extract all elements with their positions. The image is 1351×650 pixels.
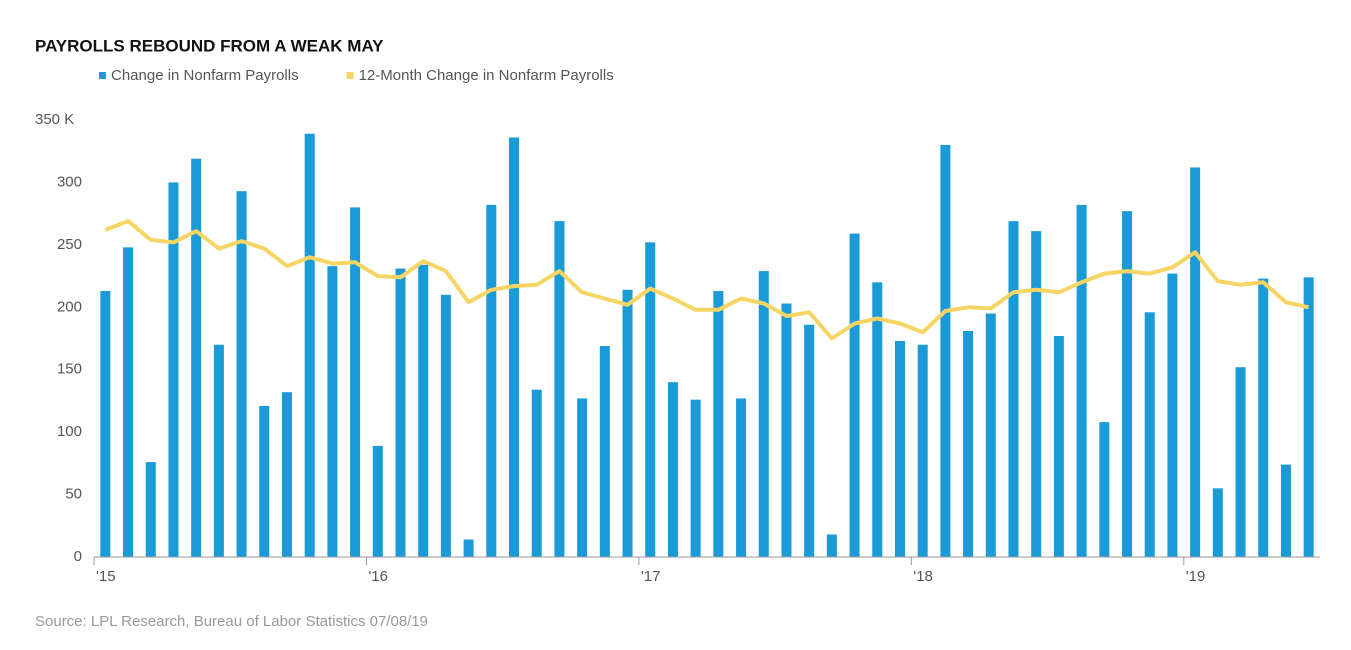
bar [1122, 211, 1133, 557]
bar [1303, 277, 1314, 557]
bar [554, 221, 565, 558]
bar [1235, 367, 1246, 557]
bar [894, 340, 905, 557]
bar [395, 268, 406, 557]
bar [327, 266, 338, 557]
bar [667, 382, 678, 557]
bar [100, 291, 111, 557]
bar [304, 133, 315, 557]
x-tick-label: '17 [641, 568, 661, 585]
bar [963, 331, 974, 557]
bar [372, 445, 383, 557]
bar [1144, 312, 1155, 557]
bar [849, 233, 860, 557]
bar [599, 345, 610, 557]
y-tick-label: 100 [57, 423, 82, 440]
bar [577, 398, 588, 557]
bar [486, 204, 497, 557]
bar [350, 207, 361, 557]
bar [1076, 204, 1087, 557]
bar [123, 247, 134, 557]
bar [1008, 221, 1019, 558]
bar [1053, 336, 1064, 557]
chart-title: PAYROLLS REBOUND FROM A WEAK MAY [35, 36, 384, 55]
bar [645, 242, 656, 558]
bar [1167, 273, 1178, 557]
bar [531, 389, 542, 557]
line [104, 219, 1310, 341]
bar [917, 344, 928, 557]
bar [758, 271, 769, 557]
bar [1258, 278, 1269, 557]
y-tick-label: 50 [65, 486, 82, 503]
bar [985, 313, 996, 557]
bar [622, 289, 633, 557]
bar [418, 264, 429, 557]
y-tick-label: 0 [74, 548, 82, 565]
x-tick-label: '15 [96, 568, 116, 585]
bar [781, 303, 792, 557]
bar [713, 291, 724, 557]
x-tick-label: '19 [1186, 568, 1206, 585]
x-tick-label: '18 [913, 568, 933, 585]
bar [281, 392, 292, 557]
bar [213, 344, 224, 557]
bar [1099, 422, 1110, 557]
legend-swatch [346, 72, 354, 79]
bar [236, 191, 247, 557]
bar [940, 144, 951, 557]
source-note: Source: LPL Research, Bureau of Labor St… [35, 613, 428, 630]
legend-swatch [99, 72, 106, 79]
bar [259, 405, 270, 557]
bar [509, 137, 520, 558]
bar [1031, 231, 1042, 557]
bar [804, 324, 815, 557]
bar [191, 158, 202, 557]
bar [690, 399, 701, 557]
legend-label: Change in Nonfarm Payrolls [111, 67, 299, 84]
x-tick-label: '16 [368, 568, 388, 585]
y-tick-label: 150 [57, 361, 82, 378]
y-tick-label: 250 [57, 236, 82, 253]
bar [145, 462, 156, 557]
bar [826, 534, 837, 557]
y-tick-label: 200 [57, 298, 82, 315]
y-tick-label: 300 [57, 173, 82, 190]
bar [1212, 488, 1223, 557]
y-tick-label: 350 K [35, 111, 74, 128]
bar [872, 282, 883, 557]
bar [440, 294, 451, 557]
bar [1280, 464, 1291, 557]
bar [736, 398, 747, 557]
bar [1190, 167, 1201, 557]
legend-label: 12-Month Change in Nonfarm Payrolls [359, 67, 614, 84]
bar [463, 539, 474, 557]
bar [168, 182, 179, 557]
